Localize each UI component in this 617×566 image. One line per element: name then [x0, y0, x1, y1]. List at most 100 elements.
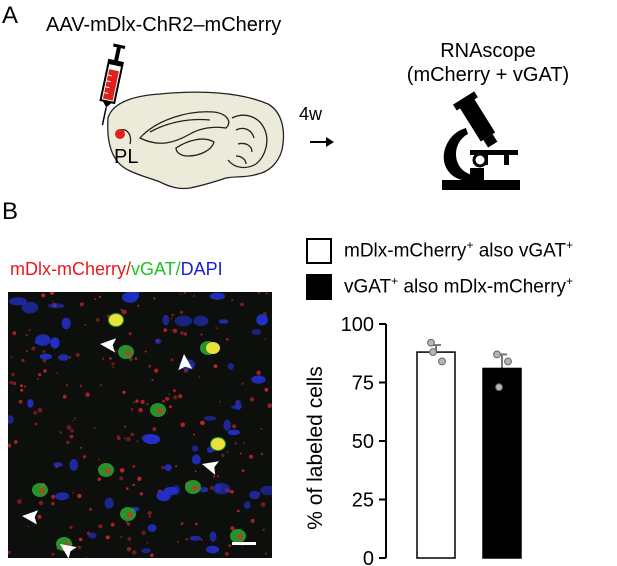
mcherry-punctum: [162, 400, 165, 403]
mcherry-punctum: [137, 476, 142, 481]
mcherry-punctum: [140, 399, 145, 405]
mcherry-punctum: [185, 538, 188, 541]
dapi-nucleus: [88, 532, 97, 539]
mcherry-punctum: [224, 551, 229, 556]
mcherry-punctum: [192, 485, 198, 491]
mcherry-punctum: [111, 362, 115, 366]
mcherry-punctum: [119, 468, 125, 473]
mcherry-punctum: [79, 302, 84, 307]
mcherry-punctum: [9, 380, 13, 385]
dapi-nucleus: [223, 419, 231, 431]
mcherry-punctum: [230, 490, 234, 494]
method-line-1: RNAscope: [440, 40, 536, 62]
mcherry-punctum: [134, 357, 138, 361]
mcherry-punctum: [12, 331, 17, 335]
mcherry-punctum: [200, 538, 203, 541]
mcherry-punctum: [78, 546, 82, 549]
mcherry-punctum: [161, 466, 165, 470]
mcherry-punctum: [110, 522, 115, 527]
mcherry-punctum: [80, 446, 82, 449]
mcherry-punctum: [20, 388, 24, 392]
fluorescence-micrograph: [8, 292, 272, 558]
mcherry-punctum: [168, 405, 172, 409]
brain-section-icon: [107, 91, 285, 190]
mcherry-punctum: [163, 328, 168, 332]
mcherry-punctum: [94, 298, 97, 301]
mcherry-punctum: [95, 318, 100, 322]
mcherry-punctum: [200, 420, 205, 426]
mcherry-punctum: [264, 387, 269, 392]
panel-b-letter: B: [2, 198, 19, 225]
y-tick-label: 0: [363, 548, 374, 566]
mcherry-punctum: [180, 293, 182, 295]
dapi-nucleus: [35, 334, 51, 346]
mcherry-punctum: [139, 492, 143, 496]
mcherry-punctum: [23, 385, 27, 388]
mcherry-punctum: [243, 442, 246, 445]
mcherry-punctum: [193, 433, 195, 436]
dapi-nucleus: [227, 362, 234, 370]
mcherry-punctum: [213, 364, 218, 369]
mcherry-punctum: [119, 476, 124, 481]
dapi-nucleus: [203, 416, 216, 421]
mcherry-punctum: [133, 401, 135, 404]
mcherry-punctum: [262, 528, 265, 531]
dapi-nucleus: [154, 338, 162, 345]
dapi-nucleus: [39, 353, 52, 360]
mcherry-punctum: [165, 396, 170, 401]
mcherry-punctum: [72, 491, 75, 494]
mcherry-punctum: [98, 458, 100, 461]
schematic-illustrations: [99, 43, 520, 190]
colabeled-cell: [109, 314, 123, 326]
mcherry-punctum: [37, 407, 43, 413]
mcherry-punctum: [177, 540, 179, 543]
mcherry-punctum: [126, 522, 131, 526]
mcherry-punctum: [147, 510, 152, 516]
mcherry-punctum: [154, 368, 159, 373]
mcherry-punctum: [128, 332, 132, 336]
mcherry-punctum: [116, 436, 121, 441]
mcherry-punctum: [69, 525, 73, 529]
dapi-nucleus: [209, 292, 225, 300]
colabeled-cell: [206, 342, 220, 354]
stain-dapi-label: DAPI: [180, 259, 223, 279]
mcherry-punctum: [231, 299, 234, 302]
mcherry-punctum: [232, 424, 237, 429]
scale-bar: [232, 542, 256, 545]
mcherry-punctum: [170, 358, 174, 362]
method-line-2: (mCherry + vGAT): [406, 64, 570, 86]
mcherry-punctum: [65, 384, 68, 387]
mcherry-punctum: [194, 522, 198, 526]
mcherry-punctum: [21, 358, 25, 362]
mcherry-punctum: [10, 356, 13, 359]
mcherry-punctum: [62, 394, 67, 399]
dapi-nucleus: [164, 464, 172, 471]
dapi-nucleus: [191, 445, 199, 452]
dapi-nucleus: [162, 314, 170, 326]
mcherry-punctum: [124, 437, 126, 439]
mcherry-punctum: [98, 295, 102, 299]
mcherry-punctum: [85, 392, 90, 397]
dapi-nucleus: [147, 524, 157, 532]
dapi-nucleus: [231, 405, 242, 410]
mcherry-punctum: [105, 535, 110, 540]
mcherry-punctum: [226, 451, 229, 453]
mcherry-punctum: [230, 526, 235, 531]
mcherry-punctum: [70, 429, 74, 433]
mcherry-punctum: [130, 432, 135, 437]
mcherry-punctum: [141, 530, 146, 535]
dapi-nucleus: [174, 315, 193, 327]
mcherry-punctum: [122, 390, 126, 394]
mcherry-punctum: [260, 502, 266, 507]
data-point: [429, 348, 437, 356]
mcherry-punctum: [68, 356, 72, 359]
dapi-nucleus: [199, 487, 209, 493]
mcherry-punctum: [33, 410, 38, 415]
mcherry-punctum: [209, 486, 214, 490]
mcherry-punctum: [198, 376, 201, 378]
mcherry-punctum: [125, 487, 129, 490]
dapi-nucleus: [191, 454, 201, 465]
mcherry-punctum: [25, 334, 28, 336]
dapi-nucleus: [260, 485, 272, 496]
mcherry-punctum: [217, 475, 220, 478]
